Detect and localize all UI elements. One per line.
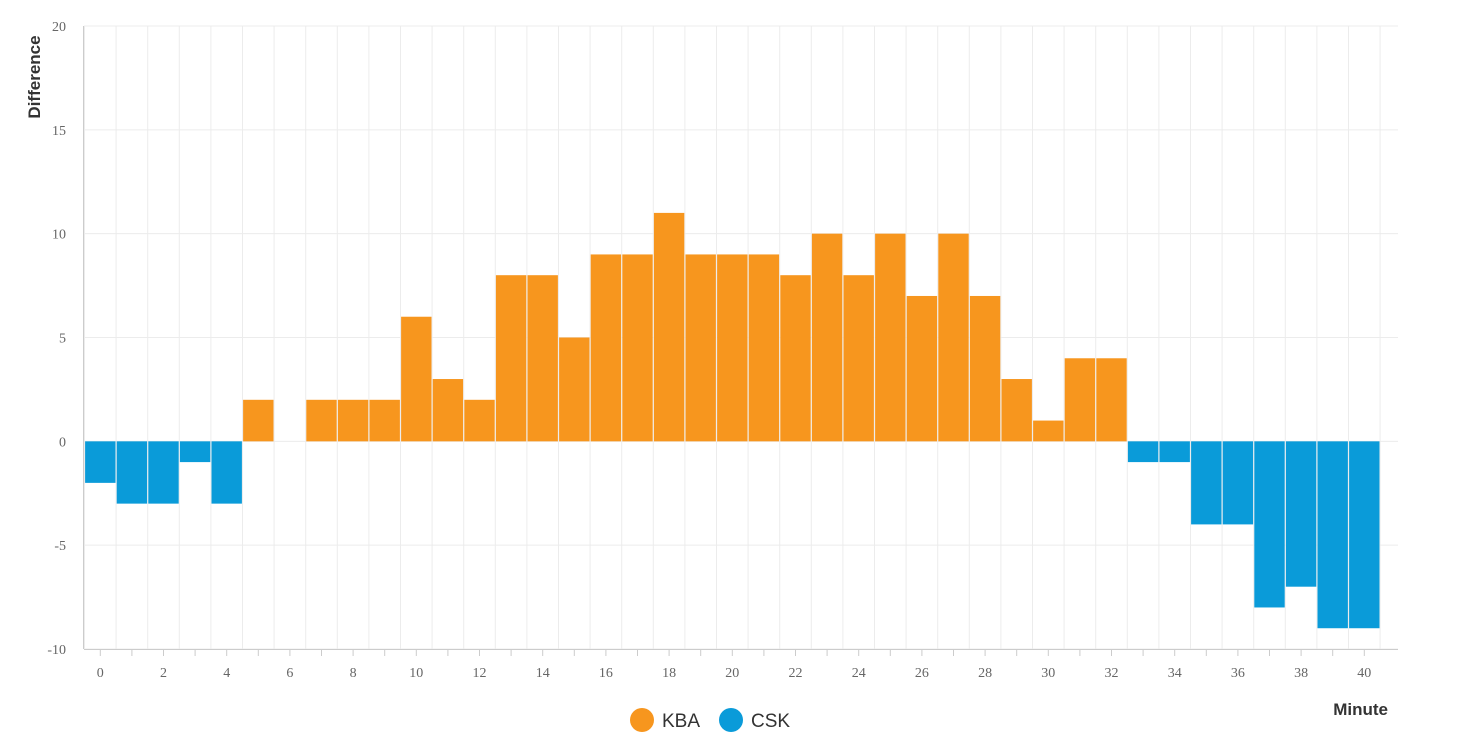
bar-kba-24[interactable] (843, 275, 874, 442)
y-tick-label: -10 (47, 643, 66, 658)
y-tick-label: -5 (54, 539, 66, 554)
grid-lines (84, 25, 1398, 650)
bar-kba-27[interactable] (938, 233, 969, 442)
bar-csk-0[interactable] (85, 441, 116, 483)
bar-kba-28[interactable] (969, 295, 1001, 442)
axes (83, 26, 1398, 656)
x-axis-title: Minute (1333, 700, 1388, 719)
y-tick-label: 10 (52, 228, 66, 243)
x-tick-label: 32 (1105, 666, 1119, 681)
x-tick-label: 28 (978, 666, 992, 681)
y-tick-label: 15 (52, 124, 66, 139)
bar-kba-14[interactable] (527, 275, 558, 442)
x-tick-label: 10 (409, 666, 423, 681)
x-tick-label: 18 (662, 666, 676, 681)
legend-label: CSK (751, 711, 790, 732)
bar-csk-33[interactable] (1127, 441, 1159, 463)
bar-csk-39[interactable] (1317, 441, 1348, 629)
bar-csk-38[interactable] (1285, 441, 1317, 587)
x-tick-label: 14 (536, 666, 550, 681)
bar-kba-8[interactable] (337, 399, 369, 442)
x-tick-label: 38 (1294, 666, 1308, 681)
bar-kba-5[interactable] (243, 399, 274, 442)
bar-csk-34[interactable] (1159, 441, 1190, 463)
bar-kba-25[interactable] (875, 233, 906, 442)
bar-csk-40[interactable] (1349, 441, 1380, 629)
bar-kba-16[interactable] (590, 254, 622, 442)
bar-kba-17[interactable] (622, 254, 653, 442)
bar-csk-3[interactable] (179, 441, 211, 463)
bar-kba-18[interactable] (653, 212, 685, 442)
x-tick-label: 16 (599, 666, 613, 681)
legend-item-kba[interactable]: KBA (630, 708, 700, 732)
bar-kba-21[interactable] (748, 254, 780, 442)
x-tick-label: 26 (915, 666, 929, 681)
x-tick-label: 4 (223, 666, 230, 681)
bar-kba-32[interactable] (1096, 358, 1127, 442)
bar-kba-11[interactable] (432, 379, 464, 442)
x-tick-label: 2 (160, 666, 167, 681)
x-tick-label: 34 (1168, 666, 1182, 681)
bar-kba-7[interactable] (306, 399, 337, 442)
x-tick-label: 40 (1357, 666, 1371, 681)
bar-kba-19[interactable] (685, 254, 716, 442)
x-tick-label: 6 (286, 666, 293, 681)
bar-kba-26[interactable] (906, 295, 938, 442)
bar-kba-22[interactable] (780, 275, 811, 442)
legend-swatch (630, 708, 654, 732)
bar-csk-2[interactable] (148, 441, 179, 504)
legend-swatch (719, 708, 743, 732)
x-tick-label: 22 (789, 666, 803, 681)
x-tick-label: 24 (852, 666, 866, 681)
bar-csk-35[interactable] (1191, 441, 1222, 525)
y-tick-label: 5 (59, 332, 66, 347)
legend-item-csk[interactable]: CSK (719, 708, 790, 732)
x-tick-label: 0 (97, 666, 104, 681)
bar-csk-36[interactable] (1222, 441, 1254, 525)
x-tick-label: 12 (473, 666, 487, 681)
bar-kba-30[interactable] (1033, 420, 1064, 442)
x-tick-label: 8 (350, 666, 357, 681)
legend: KBA CSK (630, 708, 790, 732)
bar-kba-15[interactable] (559, 337, 590, 442)
x-tick-label: 20 (725, 666, 739, 681)
bar-kba-13[interactable] (495, 275, 527, 442)
x-tick-labels: 0 2 4 6 8 10 12 14 16 18 20 22 24 26 28 30 32 34 36 38 40 (97, 666, 1372, 681)
y-tick-label: 20 (52, 20, 66, 35)
y-tick-label: 0 (59, 435, 66, 450)
bar-kba-23[interactable] (811, 233, 843, 442)
legend-label: KBA (662, 711, 700, 732)
bar-kba-29[interactable] (1001, 379, 1032, 442)
bar-kba-10[interactable] (401, 316, 432, 442)
x-tick-label: 30 (1041, 666, 1055, 681)
bars (85, 212, 1380, 629)
bar-kba-31[interactable] (1064, 358, 1096, 442)
bar-kba-9[interactable] (369, 399, 400, 442)
x-tick-label: 36 (1231, 666, 1245, 681)
y-tick-labels: -10 -5 0 5 10 15 20 (47, 20, 66, 658)
bar-kba-20[interactable] (717, 254, 748, 442)
bar-csk-1[interactable] (116, 441, 148, 504)
bar-csk-37[interactable] (1254, 441, 1285, 608)
bar-kba-12[interactable] (464, 399, 495, 442)
y-axis-title: Difference (25, 35, 44, 118)
bar-csk-4[interactable] (211, 441, 242, 504)
